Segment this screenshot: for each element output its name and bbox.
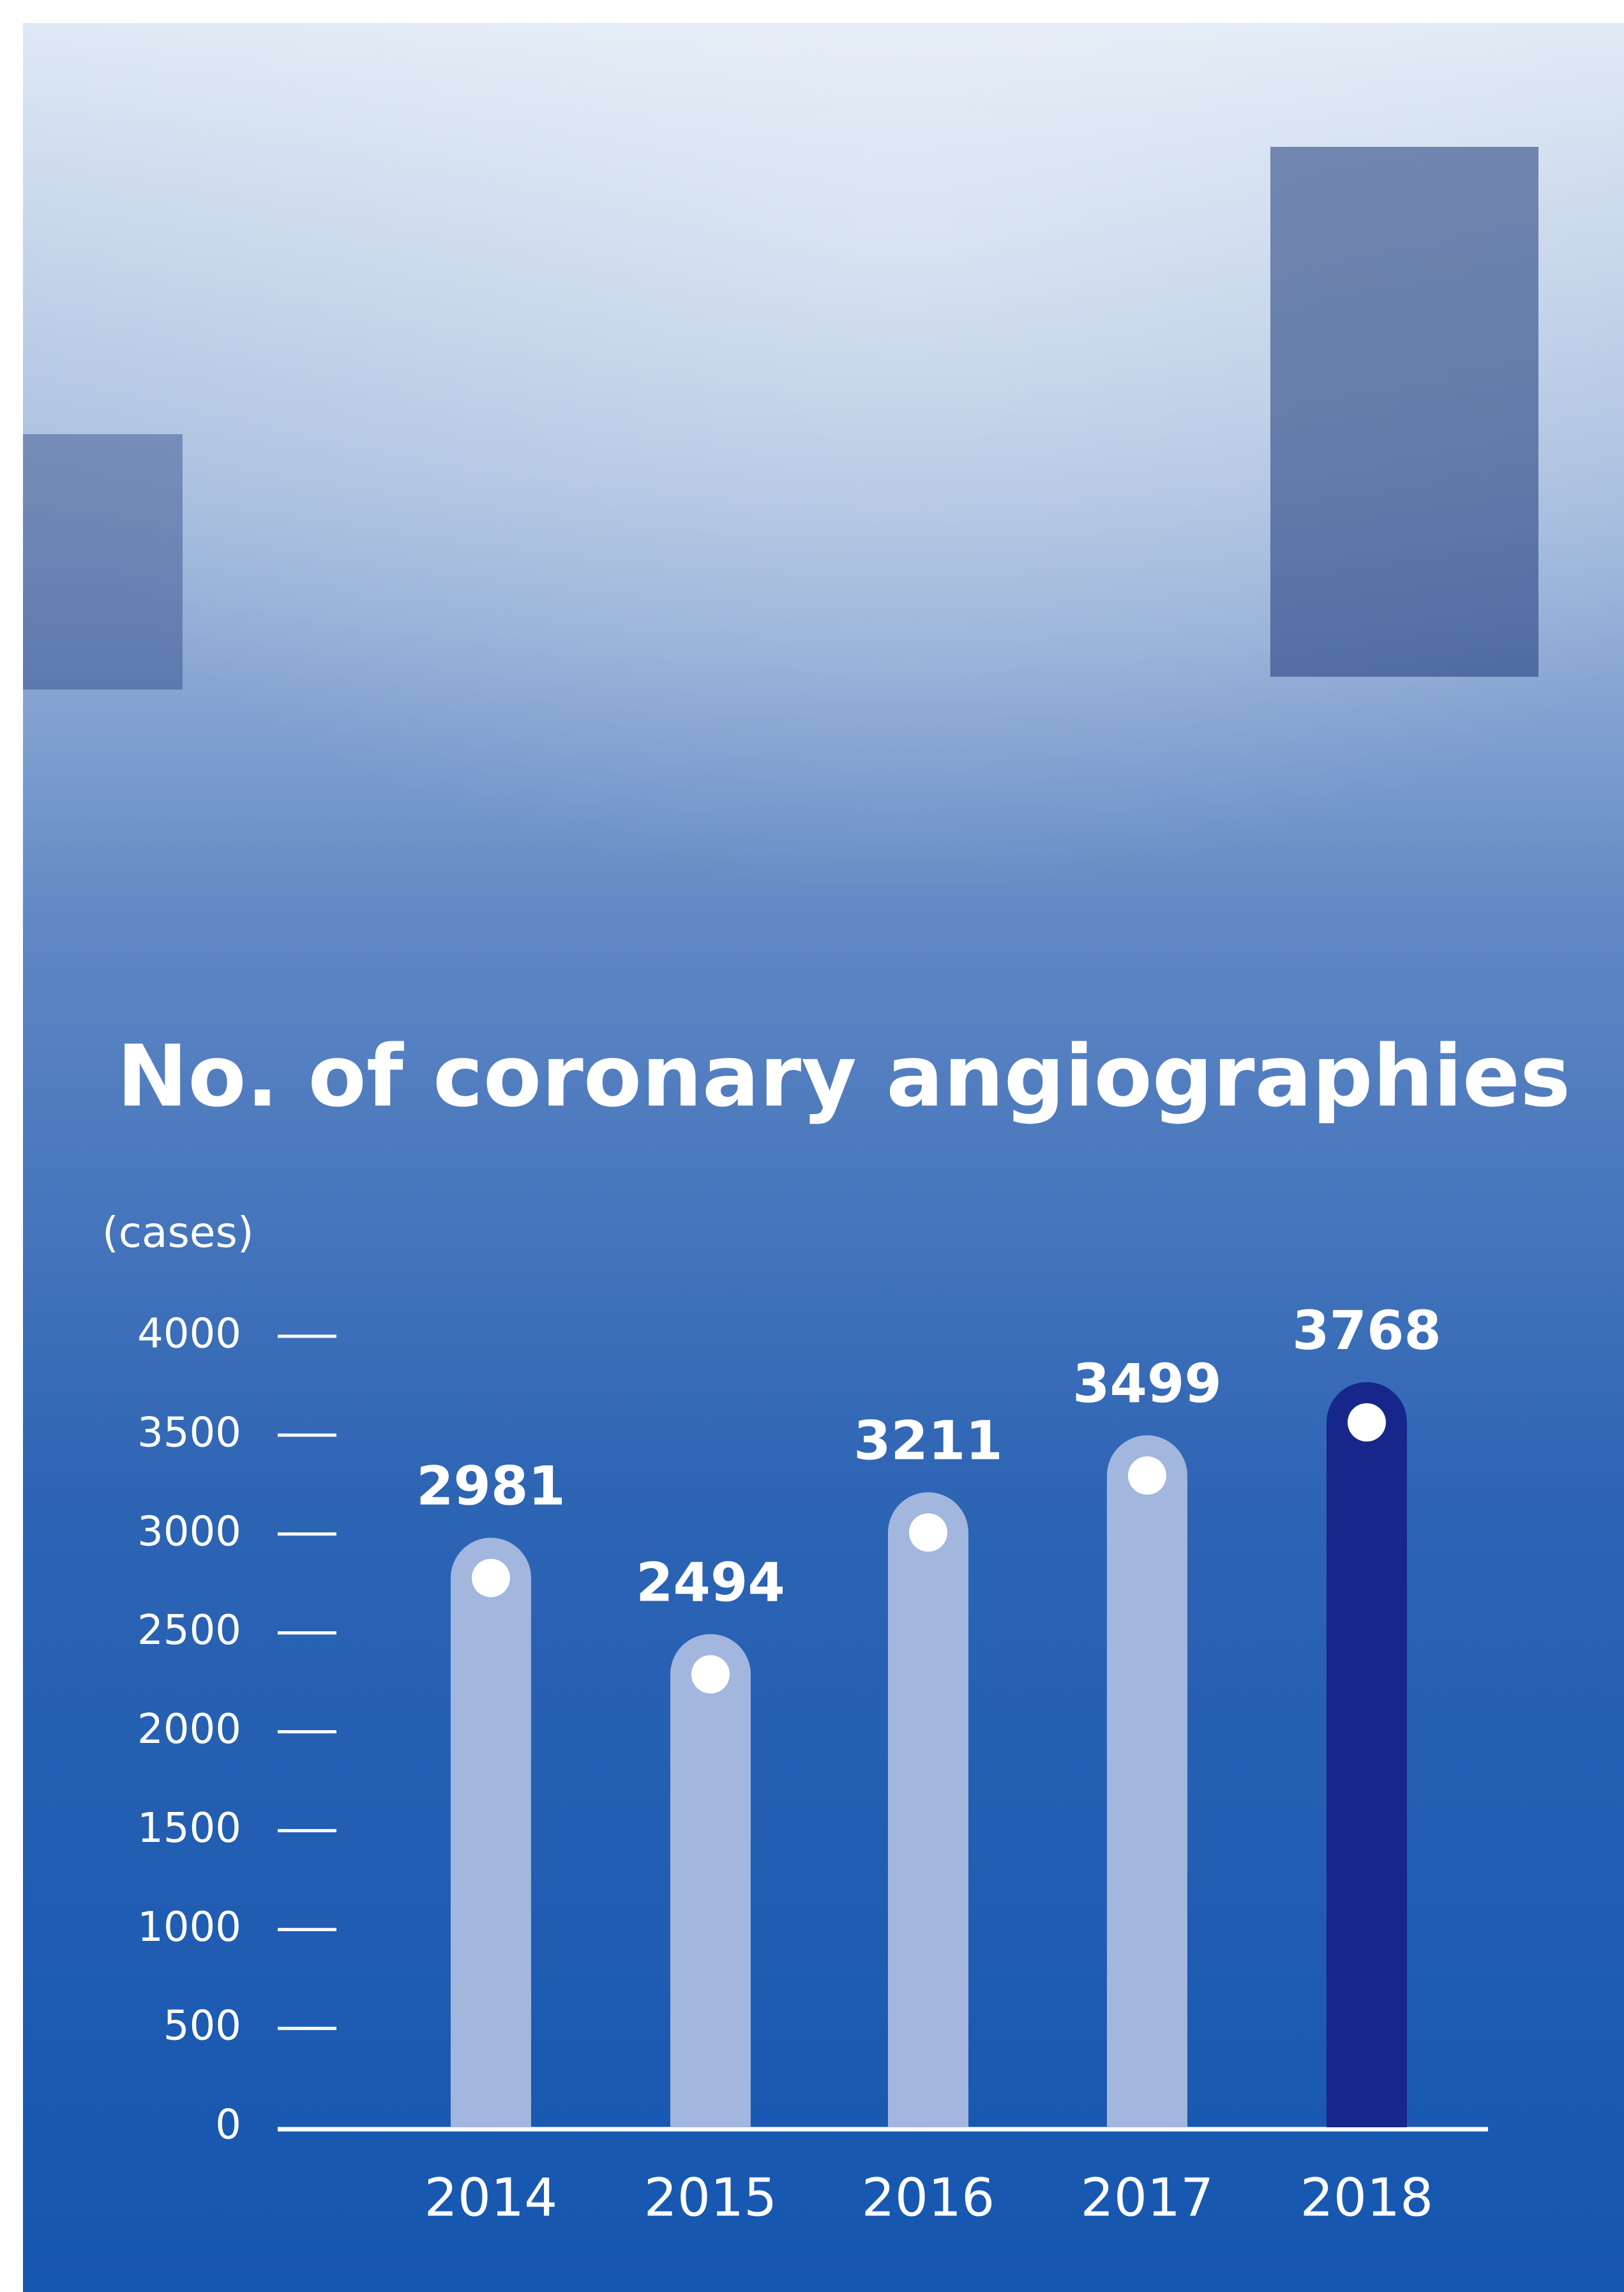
bar-dot: [691, 1655, 730, 1693]
chart-title: No. of coronary angiographies: [117, 1028, 1570, 1126]
y-tick-label: 500: [163, 2003, 241, 2050]
bar: [670, 1634, 751, 2127]
y-tick-label: 3500: [137, 1409, 241, 1456]
bar: [1107, 1435, 1187, 2127]
bar-dot: [1128, 1456, 1166, 1495]
y-tick-label: 2000: [137, 1706, 241, 1753]
y-tick-label: 1500: [137, 1805, 241, 1852]
monitor-shape: [1270, 147, 1538, 677]
bar-dot: [472, 1559, 510, 1597]
page: {"chart_data": {"type": "bar", "title": …: [0, 0, 1624, 2292]
value-label: 2981: [416, 1455, 566, 1518]
value-label: 3499: [1072, 1352, 1222, 1415]
bar: [888, 1492, 968, 2127]
x-tick-label: 2017: [1081, 2168, 1214, 2228]
y-tick-label: 1000: [137, 1904, 241, 1951]
bar-dot: [909, 1513, 947, 1551]
x-tick-label: 2016: [862, 2168, 995, 2228]
bar: [1327, 1382, 1407, 2127]
x-tick-label: 2014: [425, 2168, 558, 2228]
bar: [451, 1538, 531, 2127]
y-tick-label: 0: [215, 2102, 241, 2149]
value-label: 2494: [636, 1551, 785, 1613]
y-tick-label: 2500: [137, 1607, 241, 1654]
monitor-shape: [23, 434, 183, 690]
y-tick-label: 4000: [137, 1311, 241, 1358]
x-tick-label: 2018: [1300, 2168, 1434, 2228]
y-axis-label: (cases): [102, 1208, 254, 1257]
value-label: 3768: [1292, 1299, 1441, 1362]
x-tick-label: 2015: [644, 2168, 778, 2228]
value-label: 3211: [853, 1409, 1003, 1472]
bar-dot: [1348, 1403, 1386, 1442]
chart: No. of coronary angiographies (cases) 0 5…: [0, 0, 1624, 2292]
y-tick-label: 3000: [137, 1508, 241, 1555]
